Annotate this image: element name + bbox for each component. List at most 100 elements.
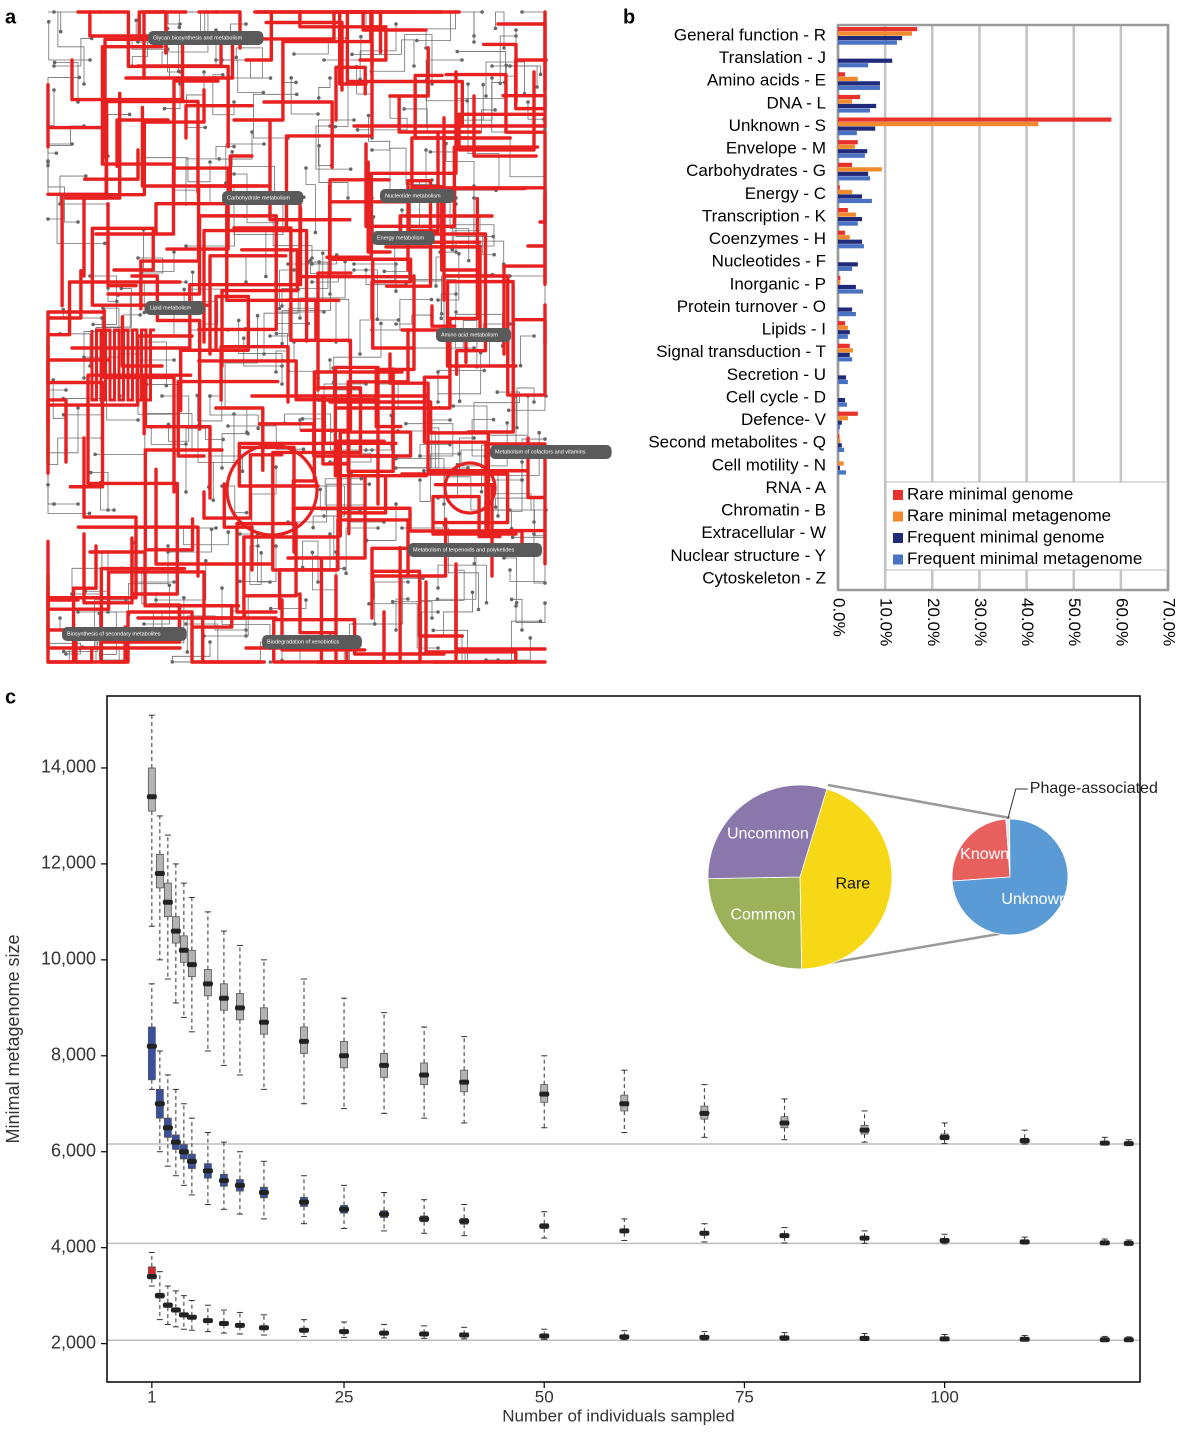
legend-label: Frequent minimal metagenome [907, 549, 1142, 568]
minimal-pathway [448, 93, 547, 128]
median [178, 947, 189, 953]
compound-node [292, 52, 296, 56]
bar [838, 239, 863, 244]
compound-node [424, 148, 428, 152]
compound-node [46, 19, 51, 24]
pathway-line [396, 409, 440, 469]
bar [838, 208, 848, 213]
compound-node [256, 544, 260, 548]
compound-node [415, 38, 419, 43]
minimal-pathway [445, 279, 518, 368]
compound-node [289, 76, 293, 80]
bar [838, 280, 841, 285]
pathway-line [318, 145, 349, 198]
bar [838, 289, 863, 294]
compound-node [83, 174, 88, 178]
pathway-label-box [262, 635, 362, 649]
compound-node [514, 600, 519, 605]
median [419, 1216, 430, 1222]
minimal-pathway [219, 345, 290, 404]
compound-node [46, 482, 50, 487]
minimal-pathway [46, 544, 98, 664]
compound-node [268, 76, 273, 80]
compound-node [262, 142, 266, 146]
compound-node [328, 292, 332, 296]
pathway-line [461, 620, 541, 663]
pathway-line [100, 482, 114, 511]
compound-node [502, 46, 506, 50]
compound-node [431, 628, 436, 633]
compound-node [76, 406, 80, 410]
bar [838, 149, 868, 154]
pathway-line [335, 298, 350, 342]
pathway-line [333, 323, 382, 391]
median [459, 1332, 470, 1338]
pathway-line [357, 96, 408, 131]
pathway-line [440, 216, 481, 253]
compound-node [520, 10, 524, 14]
compound-node [274, 544, 278, 548]
compound-node [64, 652, 68, 656]
compound-node [298, 316, 302, 320]
y-tick-label: Carbohydrates - G [686, 161, 826, 180]
pathway-line [354, 577, 423, 625]
compound-node [103, 241, 107, 246]
compound-node [232, 172, 236, 176]
minimal-pathway [237, 441, 351, 536]
pathway-line [392, 601, 433, 618]
pie-chart: Rare Common Uncommon [707, 784, 893, 970]
compound-node [492, 252, 496, 257]
compound-node [294, 80, 298, 85]
compound-node [543, 437, 547, 441]
pie-label: Common [730, 907, 795, 924]
pathway-line [47, 426, 102, 466]
median [218, 995, 229, 1001]
bar [838, 94, 861, 100]
bar [838, 126, 876, 131]
pathway-line [47, 77, 80, 127]
compound-node [439, 311, 444, 316]
compound-node [255, 313, 260, 318]
minimal-pathway [106, 214, 278, 332]
y-tick-label: Secretion - U [727, 365, 826, 384]
median [258, 1019, 269, 1025]
compound-node [76, 220, 80, 224]
pathway-line [315, 125, 351, 170]
compound-node [422, 469, 426, 473]
pathway-line [299, 261, 346, 318]
compound-node [370, 148, 374, 152]
compound-node [268, 606, 273, 611]
pathway-line [168, 529, 212, 553]
median [298, 1038, 309, 1044]
compound-node [321, 251, 325, 255]
compound-node [182, 287, 186, 292]
compound-node [472, 346, 476, 350]
x-tick-label: 60.0% [1112, 598, 1131, 646]
pathway-line [186, 72, 206, 128]
minimal-pathway [130, 274, 202, 431]
compound-node [294, 92, 299, 97]
median [258, 1190, 269, 1196]
compound-node [82, 376, 86, 380]
compound-node [457, 251, 461, 256]
compound-node [504, 63, 509, 68]
legend-label: Rare minimal genome [907, 484, 1073, 503]
pathway-label: Glycan biosynthesis and metabolism [153, 35, 243, 41]
compound-node [514, 28, 518, 32]
compound-node [316, 580, 320, 584]
compound-node [322, 310, 326, 314]
pie-slice [707, 876, 803, 970]
minimal-pathway [277, 518, 410, 610]
pathway-label-box [490, 445, 612, 459]
compound-node [450, 247, 454, 252]
minimal-pathway [384, 245, 482, 338]
bar [838, 402, 847, 407]
compound-node [454, 292, 458, 296]
pathway-line [54, 62, 79, 102]
bar [838, 58, 893, 63]
median [234, 1005, 245, 1011]
compound-node [406, 597, 410, 601]
pathway-line [257, 535, 270, 583]
